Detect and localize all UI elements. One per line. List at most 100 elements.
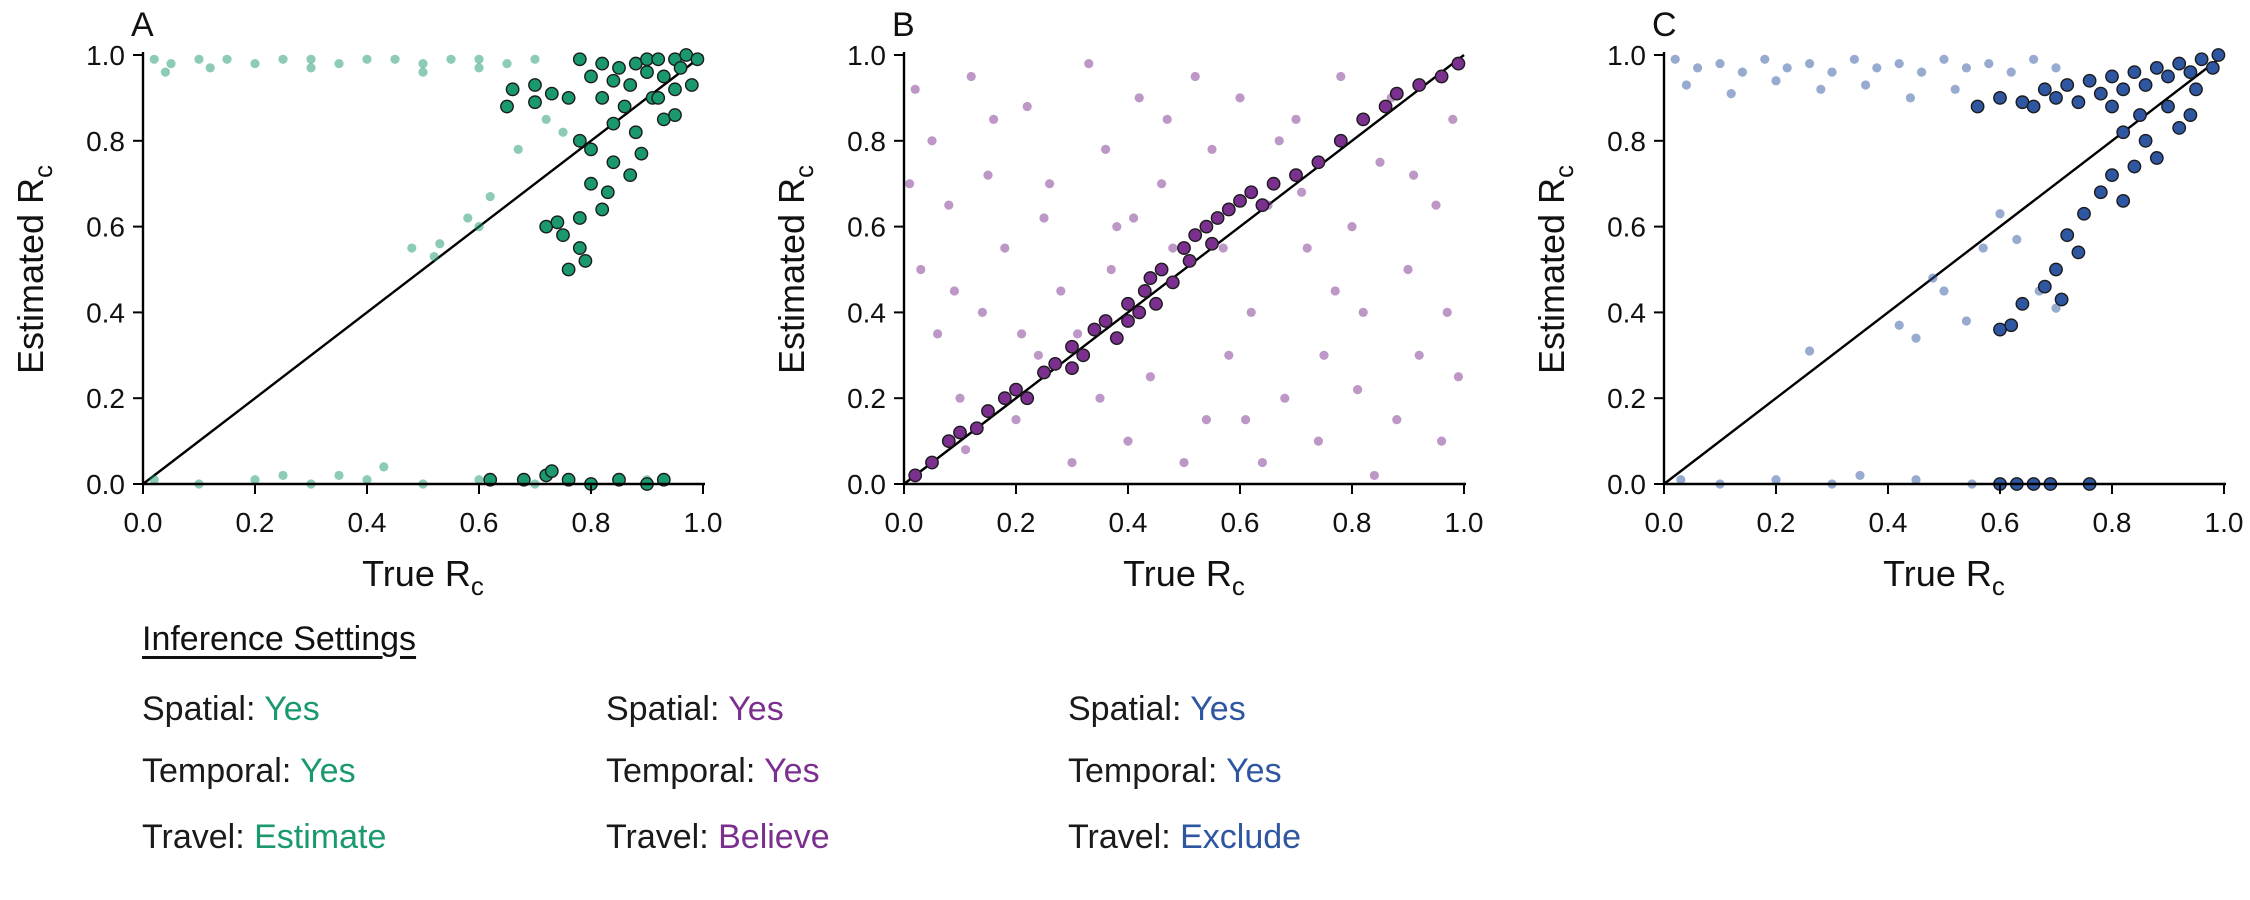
highlighted-point (953, 425, 967, 440)
background-point (1414, 350, 1424, 360)
background-point (1101, 144, 1111, 154)
y-tick-label: 0.2 (86, 383, 125, 414)
background-point (1017, 329, 1027, 339)
highlighted-point (2082, 73, 2097, 88)
background-point (1939, 286, 1949, 296)
x-tick-label: 0.0 (1645, 507, 1684, 538)
highlighted-point (2138, 78, 2153, 92)
background-point (1995, 209, 2005, 219)
background-point (1855, 470, 1865, 481)
highlighted-point (623, 168, 638, 183)
background-point (1939, 54, 1949, 64)
highlighted-point (1255, 198, 1270, 213)
highlighted-point (925, 455, 939, 470)
background-point (1246, 307, 1256, 317)
y-tick-label: 0.4 (1607, 297, 1646, 328)
legend-title: Inference Settings (142, 620, 417, 658)
highlighted-point (1188, 228, 1203, 243)
background-point (474, 475, 484, 485)
background-point (1442, 307, 1452, 317)
legend-value: Yes (728, 690, 784, 728)
background-point (474, 54, 484, 64)
identity-line (903, 54, 1465, 485)
highlighted-point (651, 91, 666, 105)
highlighted-point (528, 95, 542, 110)
highlighted-point (1199, 219, 1214, 234)
background-point (1950, 84, 1960, 94)
background-point (194, 54, 204, 64)
background-point (166, 58, 176, 69)
legend-row-spatial: Spatial: Yes (142, 690, 320, 729)
x-tick-label: 0.6 (1221, 507, 1260, 538)
background-point (407, 243, 417, 253)
x-tick-label: 0.0 (124, 507, 163, 538)
legend-key: Temporal: (606, 752, 756, 790)
background-point (1291, 114, 1301, 124)
highlighted-point (1993, 91, 2007, 105)
highlighted-point (556, 228, 570, 243)
background-point (905, 179, 915, 189)
highlighted-point (1037, 365, 1051, 380)
legend-key: Temporal: (142, 752, 292, 790)
legend-row-temporal: Temporal: Yes (1068, 752, 1282, 791)
legend-value: Yes (764, 752, 820, 790)
background-point (541, 114, 551, 124)
background-point (1448, 114, 1458, 124)
highlighted-point (2172, 121, 2187, 135)
background-point (1218, 243, 1228, 253)
highlighted-point (584, 142, 598, 157)
highlighted-point (2116, 193, 2131, 208)
highlighted-point (2172, 56, 2187, 71)
background-point (1872, 63, 1882, 73)
background-point (1760, 54, 1770, 64)
y-axis-label: Estimated Rc (771, 165, 819, 374)
x-tick-label: 0.8 (2093, 507, 2132, 538)
x-tick-label: 0.2 (997, 507, 1036, 538)
highlighted-point (690, 52, 705, 67)
background-point (1000, 243, 1010, 253)
legend-key: Spatial: (1068, 690, 1182, 728)
background-point (1129, 213, 1139, 223)
y-tick-label: 0.8 (86, 126, 125, 157)
y-tick-label: 0.0 (847, 469, 886, 500)
highlighted-point (561, 91, 576, 105)
legend-key: Spatial: (606, 690, 720, 728)
background-point (474, 63, 484, 73)
highlighted-point (2054, 292, 2069, 307)
background-point (1431, 200, 1441, 210)
background-point (1190, 71, 1200, 82)
highlighted-point (1149, 296, 1163, 311)
highlighted-point (572, 241, 587, 255)
highlighted-point (1412, 78, 1427, 92)
highlighted-point (606, 73, 621, 88)
highlighted-point (1165, 275, 1180, 290)
highlighted-point (2071, 95, 2086, 110)
y-tick-label: 0.6 (86, 212, 125, 243)
highlighted-point (2161, 69, 2175, 84)
background-point (1726, 89, 1736, 99)
background-point (1911, 475, 1921, 485)
background-point (205, 63, 215, 73)
background-point (1168, 243, 1178, 253)
legend-value: Believe (718, 818, 830, 856)
highlighted-point (595, 202, 610, 217)
background-point (250, 58, 260, 69)
legend-row-travel: Travel: Exclude (1068, 818, 1301, 857)
background-point (1033, 350, 1043, 360)
x-tick-label: 0.8 (1333, 507, 1372, 538)
highlighted-point (2049, 91, 2063, 105)
highlighted-point (1048, 356, 1063, 371)
y-axis-label: Estimated Rc (1531, 165, 1579, 374)
legend-row-travel: Travel: Estimate (142, 818, 386, 857)
y-tick-label: 0.8 (1607, 126, 1646, 157)
background-point (1984, 58, 1994, 69)
highlighted-point (1065, 339, 1079, 354)
background-point (989, 114, 999, 124)
highlighted-point (684, 78, 699, 92)
y-tick-label: 0.0 (1607, 469, 1646, 500)
x-tick-label: 0.0 (885, 507, 924, 538)
background-point (1905, 93, 1915, 103)
background-point (2029, 54, 2039, 64)
legend-value: Yes (1226, 752, 1282, 790)
background-point (334, 470, 344, 481)
